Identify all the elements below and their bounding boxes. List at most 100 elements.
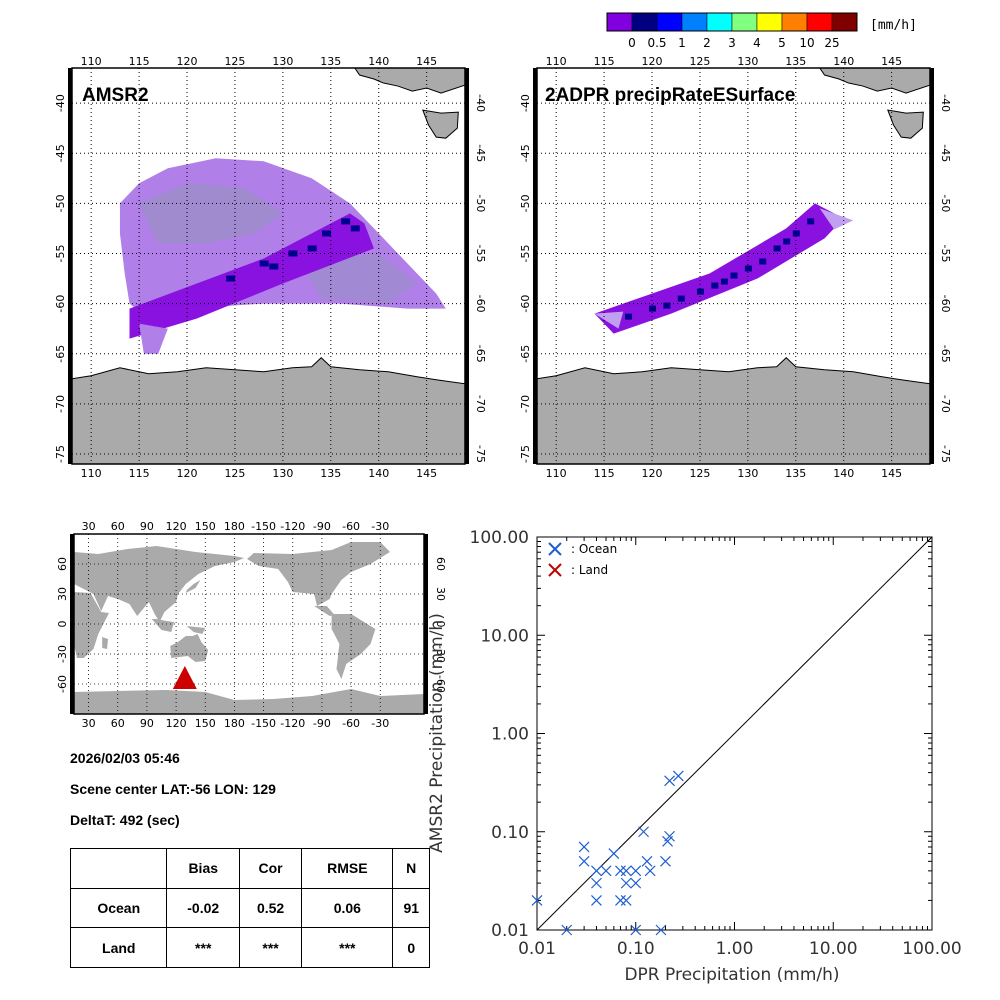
scatter-y-tick-label: 0.10 [491,823,529,843]
antarctica-land [74,689,424,714]
rmse-cell: 0.06 [301,887,394,929]
world-lat-tick-label: 0 [434,621,447,628]
new-guinea-land [186,626,206,634]
world-lat-tick-label: 30 [434,587,447,601]
world-lon-tick-label: 30 [82,520,96,533]
lat-tick-label: -65 [474,345,487,363]
rmse-cell: *** [301,927,394,968]
lat-tick-label: -40 [474,94,487,112]
legend-label: : Land [571,563,608,577]
lat-tick-label: -40 [54,94,67,112]
world-lon-tick-label: -30 [371,520,389,533]
world-lon-tick-label: -90 [313,520,331,533]
lat-tick-label: -45 [474,144,487,162]
delta-t-label: DeltaT: 492 (sec) [70,812,180,828]
lat-tick-label: -75 [519,445,532,463]
lon-tick-label: 135 [785,467,806,480]
world-lat-tick-label: -60 [434,675,447,693]
colorbar-tick-label: 25 [824,36,839,50]
scatter-point [591,894,602,906]
scatter-point [620,894,632,906]
world-lon-tick-label: 180 [224,520,245,533]
lat-tick-label: -75 [54,445,67,463]
lat-tick-label: -55 [54,244,67,262]
lon-tick-label: 120 [642,467,663,480]
lat-tick-label: -75 [939,445,952,463]
lon-tick-label: 110 [81,467,102,480]
amsr2-title: AMSR2 [82,85,149,106]
colorbar-swatch [706,12,733,32]
world-lon-tick-label: -90 [313,717,331,730]
world-lat-tick-label: 0 [56,621,69,628]
n-cell: 91 [392,887,430,929]
datetime-label: 2026/02/03 05:46 [70,750,180,766]
colorbar-swatch [756,12,783,32]
table-row: Ocean -0.02 0.52 0.06 91 [69,887,430,929]
world-lon-tick-label: -120 [280,520,305,533]
colorbar-swatch [656,12,683,32]
scatter-point [578,855,590,867]
lon-tick-label: 115 [129,55,150,68]
table-header-row: Bias Cor RMSE N [69,848,430,889]
amsr2-map-panel: 110 110 115 115 120 120 125 125 130 130 135 135 140 1… [54,55,487,480]
scatter-point [578,841,590,853]
world-map-panel: 30 30 60 60 90 90 120 120 150 150 180 180 -150 -150 -1… [56,520,447,730]
row-label: Ocean [69,887,168,929]
lon-tick-label: 115 [594,55,615,68]
lat-tick-label: -55 [519,244,532,262]
amsr2-heavy-pixel [307,245,317,252]
bias-cell: -0.02 [166,887,240,929]
lat-tick-label: -65 [519,345,532,363]
world-lon-tick-label: 150 [195,717,216,730]
lat-tick-label: -45 [519,144,532,162]
lat-tick-label: -50 [939,194,952,212]
amsr2-swath [129,213,374,339]
world-lon-tick-label: 90 [140,717,154,730]
dpr-heavy-pixel [759,258,767,265]
colorbar-tick-label: 3 [728,36,736,50]
colorbar-frame [606,12,858,32]
lat-tick-label: -60 [939,295,952,313]
legend-marker [548,542,562,556]
world-lon-tick-label: 30 [82,717,96,730]
lat-tick-label: -60 [54,295,67,313]
antarctica-land [72,357,465,464]
amsr2-heavy-pixel [269,263,279,270]
colorbar-unit: [mm/h] [870,18,917,33]
cor-cell: *** [238,927,303,968]
dpr-heavy-pixel [696,288,704,295]
colorbar-swatch [831,12,858,32]
dpr-heavy-pixel [720,278,728,285]
tasmania-land [422,109,459,139]
colorbar-swatch [681,12,708,32]
scatter-y-tick-label: 1.00 [491,725,529,745]
table-header-cell [69,848,168,889]
lon-tick-label: 110 [546,467,567,480]
world-lat-tick-label: -30 [56,645,69,663]
dpr-heavy-pixel [783,238,791,245]
amsr2-heavy-pixel [341,218,351,225]
lon-tick-label: 120 [177,467,198,480]
colorbar-swatch [631,12,658,32]
world-lon-tick-label: 120 [166,520,187,533]
amsr2-light-precip [302,253,418,304]
lon-tick-label: 120 [177,55,198,68]
lon-tick-label: 125 [689,55,710,68]
scatter-y-tick-label: 100.00 [470,528,529,548]
lon-tick-label: 140 [833,55,854,68]
scatter-y-tick-label: 0.01 [491,921,529,941]
lon-tick-label: 130 [737,55,758,68]
world-lon-tick-label: 60 [111,520,125,533]
lon-tick-label: 125 [224,467,245,480]
australia-land [170,634,209,662]
lat-tick-label: -70 [474,395,487,413]
table-header-cell: N [392,848,430,889]
lon-tick-label: 130 [737,467,758,480]
dpr-heavy-pixel [663,302,671,309]
world-lon-tick-label: 60 [111,717,125,730]
colorbar-swatch [781,12,808,32]
scatter-point [655,924,667,936]
lon-tick-label: 145 [416,55,437,68]
lat-tick-label: -50 [474,194,487,212]
lon-tick-label: 110 [81,55,102,68]
